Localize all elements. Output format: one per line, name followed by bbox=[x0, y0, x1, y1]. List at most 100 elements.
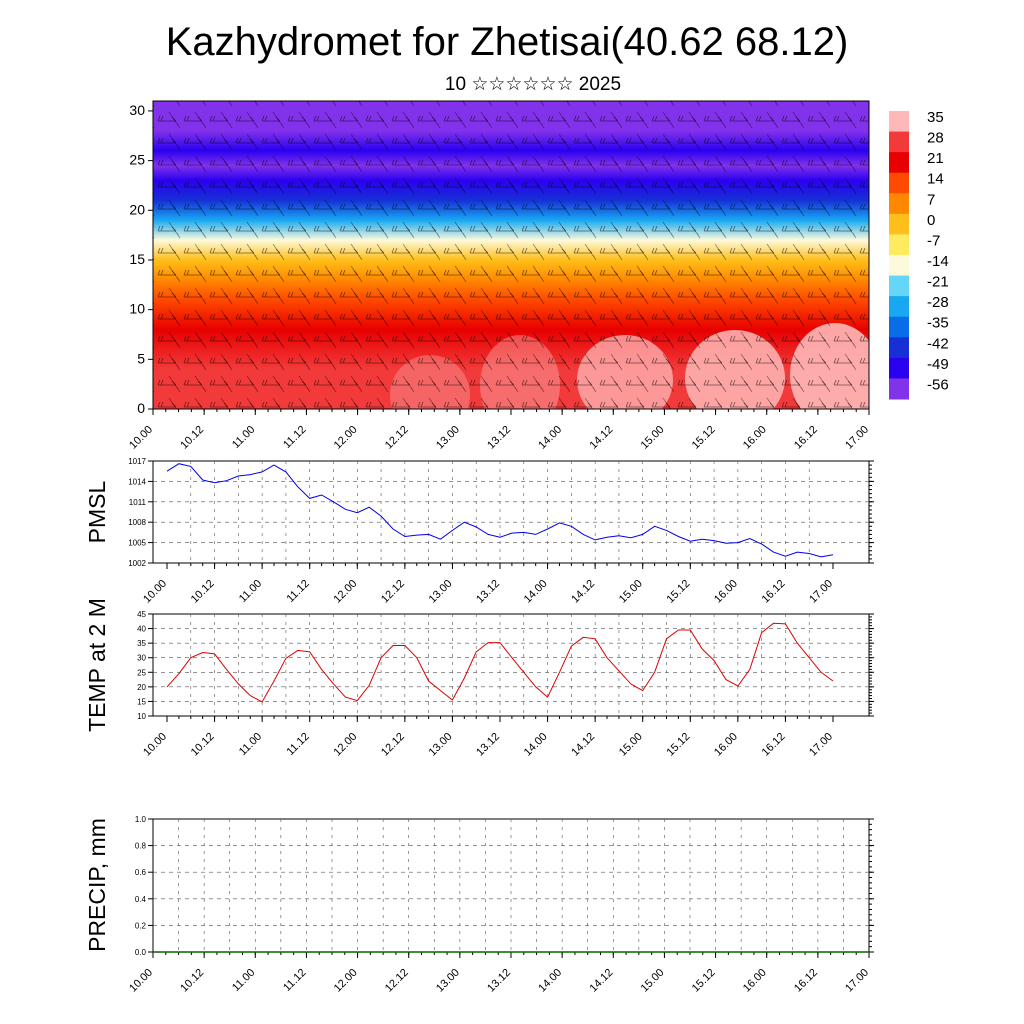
x-tick-label: 15.00 bbox=[639, 967, 667, 995]
y-tick-label: 0.6 bbox=[135, 868, 147, 877]
x-tick-label: 11.00 bbox=[230, 967, 257, 994]
x-tick-label: 15.00 bbox=[639, 424, 667, 452]
x-tick-label: 15.12 bbox=[664, 731, 692, 759]
x-tick-label: 14.00 bbox=[536, 967, 564, 995]
x-tick-label: 17.00 bbox=[807, 731, 835, 759]
y-tick-label: 30 bbox=[129, 102, 145, 118]
y-tick-label: 10 bbox=[129, 301, 145, 317]
x-tick-label: 13.00 bbox=[434, 424, 462, 452]
x-tick-label: 10.00 bbox=[127, 424, 155, 452]
x-tick-label: 14.00 bbox=[522, 578, 550, 606]
x-tick-label: 10.00 bbox=[141, 578, 169, 606]
pmsl-panel: 1002 1005 1008 1011 1014 1017 10.00 10.12 11.00… bbox=[84, 457, 874, 606]
colorbar-swatch bbox=[889, 378, 909, 400]
x-tick-label: 17.00 bbox=[843, 424, 871, 452]
x-tick-label: 13.12 bbox=[485, 424, 513, 452]
y-tick-label: 5 bbox=[137, 350, 145, 366]
x-tick-label: 10.00 bbox=[127, 967, 155, 995]
colorbar-label: -28 bbox=[927, 294, 949, 311]
x-tick-label: 10.12 bbox=[189, 731, 217, 759]
colorbar-swatch bbox=[889, 296, 909, 318]
temp-series-line bbox=[166, 622, 834, 703]
chart-subtitle: 10 ☆☆☆☆☆☆ 2025 bbox=[444, 74, 622, 95]
precip-y-axis: 0.0 0.2 0.4 0.6 0.8 1.0 bbox=[135, 815, 874, 957]
y-tick-label: 15 bbox=[129, 251, 145, 267]
y-tick-label: 25 bbox=[129, 152, 145, 168]
colorbar-swatch bbox=[889, 172, 909, 194]
x-tick-label: 15.00 bbox=[617, 578, 645, 606]
pmsl-series-line bbox=[166, 463, 834, 558]
y-tick-label: 0.2 bbox=[135, 921, 147, 930]
x-tick-label: 16.00 bbox=[712, 578, 740, 606]
cross-section-panel: 0 5 10 15 20 25 30 10.00 10.12 11.00 11.12 12.00 12… bbox=[127, 100, 871, 452]
x-tick-label: 14.00 bbox=[536, 424, 564, 452]
temp-frame bbox=[152, 613, 870, 717]
colorbar-label: -7 bbox=[927, 232, 940, 249]
y-tick-label: 30 bbox=[137, 654, 146, 663]
colorbar-label: -35 bbox=[927, 315, 949, 332]
x-tick-label: 12.12 bbox=[379, 578, 407, 606]
colorbar-label: 0 bbox=[927, 212, 935, 229]
x-tick-label: 11.12 bbox=[284, 731, 311, 758]
x-tick-label: 12.00 bbox=[331, 578, 359, 606]
colorbar-swatch bbox=[889, 275, 909, 297]
x-tick-label: 13.12 bbox=[474, 578, 502, 606]
y-tick-label: 1011 bbox=[129, 498, 147, 507]
precip-ylabel: PRECIP, mm bbox=[84, 818, 110, 952]
colorbar-swatch bbox=[889, 131, 909, 153]
colorbar-label: 7 bbox=[927, 191, 935, 208]
pmsl-y-axis: 1002 1005 1008 1011 1014 1017 bbox=[128, 457, 874, 568]
temp-ylabel: TEMP at 2 M bbox=[84, 598, 110, 732]
y-tick-label: 0 bbox=[137, 400, 145, 416]
colorbar-label: -14 bbox=[927, 253, 949, 270]
y-tick-label: 1008 bbox=[128, 518, 146, 527]
x-tick-label: 12.12 bbox=[379, 731, 407, 759]
colorbar-swatch bbox=[889, 111, 909, 133]
colorbar-label: 14 bbox=[927, 171, 944, 188]
x-tick-label: 14.12 bbox=[587, 967, 615, 995]
x-tick-label: 16.00 bbox=[741, 424, 769, 452]
x-tick-label: 16.12 bbox=[792, 967, 820, 995]
chart-title: Kazhydromet for Zhetisai(40.62 68.12) bbox=[165, 20, 849, 64]
x-tick-label: 12.00 bbox=[332, 967, 360, 995]
colorbar-swatch bbox=[889, 255, 909, 277]
temp-grid bbox=[153, 614, 869, 716]
x-tick-label: 14.00 bbox=[522, 731, 550, 759]
colorbar-label: -49 bbox=[927, 356, 949, 373]
colorbar-swatch bbox=[889, 316, 909, 338]
y-tick-label: 1.0 bbox=[135, 815, 147, 824]
colorbar-swatch bbox=[889, 357, 909, 379]
y-tick-label: 0.8 bbox=[135, 842, 147, 851]
x-tick-label: 17.00 bbox=[843, 967, 871, 995]
x-tick-label: 14.12 bbox=[569, 731, 597, 759]
temp-x-axis: 10.00 10.12 11.00 11.12 12.00 12.12 13.00 13.12… bbox=[141, 716, 835, 759]
x-tick-label: 14.12 bbox=[569, 578, 597, 606]
y-tick-label: 25 bbox=[137, 668, 146, 677]
y-tick-label: 45 bbox=[137, 610, 146, 619]
x-tick-label: 10.12 bbox=[189, 578, 217, 606]
y-tick-label: 20 bbox=[137, 683, 146, 692]
cross-section-y-axis: 0 5 10 15 20 25 30 bbox=[129, 102, 153, 416]
colorbar-swatch bbox=[889, 213, 909, 235]
colorbar-swatch bbox=[889, 152, 909, 174]
x-tick-label: 16.00 bbox=[741, 967, 769, 995]
x-tick-label: 14.12 bbox=[587, 424, 615, 452]
pmsl-grid bbox=[153, 461, 869, 563]
colorbar-label: -42 bbox=[927, 335, 949, 352]
precip-x-axis: 10.00 10.12 11.00 11.12 12.00 12.12 13.00 13.12… bbox=[127, 952, 871, 995]
wind-barbs bbox=[153, 101, 869, 409]
y-tick-label: 0.4 bbox=[135, 895, 147, 904]
x-tick-label: 11.12 bbox=[284, 578, 311, 605]
x-tick-label: 16.12 bbox=[792, 424, 820, 452]
precip-panel: 0.00.20.40.60.81.0 10.00 10.12 11.00 11.12 1… bbox=[84, 815, 874, 995]
x-tick-label: 11.00 bbox=[237, 731, 264, 758]
x-tick-label: 15.12 bbox=[690, 967, 718, 995]
colorbar-label: -56 bbox=[927, 376, 949, 393]
y-tick-label: 15 bbox=[137, 697, 146, 706]
x-tick-label: 13.12 bbox=[474, 731, 502, 759]
colorbar-swatch bbox=[889, 337, 909, 359]
colorbar-label: 35 bbox=[927, 109, 944, 126]
cross-section-x-axis: 10.00 10.12 11.00 11.12 12.00 12.12 13.00 13.12… bbox=[127, 409, 871, 452]
temp-panel: 10 15 20 25 30 35 40 45 10.00 10.12 11.00 11.12 12.… bbox=[84, 598, 874, 759]
